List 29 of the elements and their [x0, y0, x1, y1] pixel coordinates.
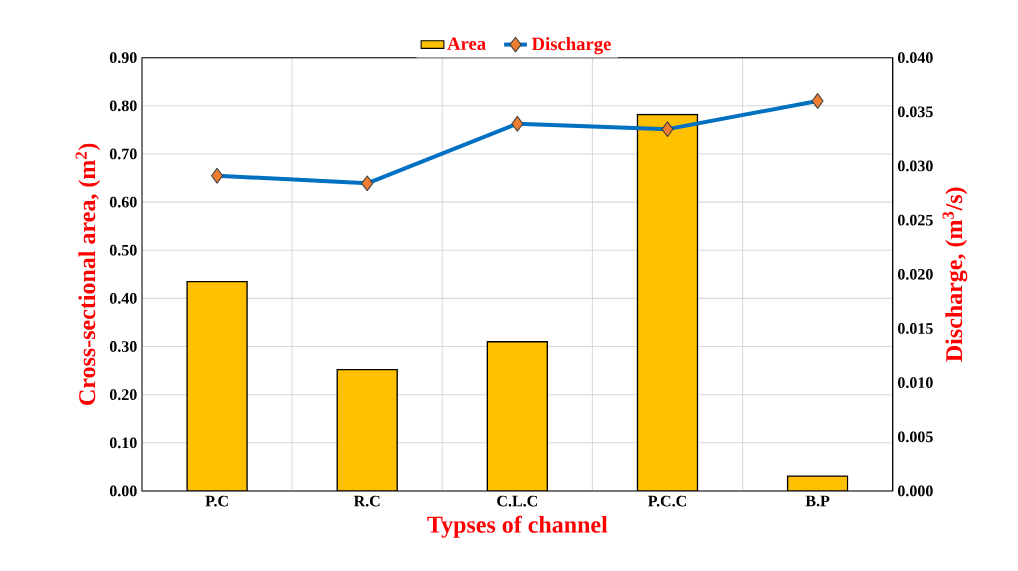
- y-axis-title: Cross-sectional area, (m$^{2}$): [75, 143, 101, 405]
- legend-label: Area: [447, 37, 486, 50]
- y2-tick-label: 0.015: [897, 323, 933, 334]
- x-tick-label: R.C: [353, 495, 380, 507]
- x-tick-label: P.C.C: [648, 495, 686, 507]
- y2-axis-title: Discharge, (m$^{3}$/s): [942, 187, 968, 362]
- y-tick-label: 0.90: [109, 52, 137, 64]
- y2-tick-label: 0.035: [897, 106, 933, 118]
- y2-tick-label: 0.040: [897, 52, 933, 64]
- y2-tick-label: 0.005: [897, 431, 933, 443]
- y-tick-label: 0.10: [109, 437, 137, 449]
- legend-label: Discharge: [531, 37, 611, 55]
- x-tick-label: P.C: [205, 495, 228, 507]
- y-tick-label: 0.20: [109, 389, 137, 401]
- y2-tick-label: 0.000: [897, 485, 933, 497]
- x-axis-title: Typses of channel: [427, 515, 608, 538]
- y-tick-label: 0.70: [109, 148, 137, 160]
- y2-tick-label: 0.020: [897, 268, 933, 280]
- y2-tick-label: 0.030: [897, 160, 933, 172]
- y-tick-label: 0.30: [109, 341, 137, 352]
- x-tick-label: B.P: [805, 495, 830, 507]
- y-tick-label: 0.60: [109, 196, 137, 208]
- y-tick-label: 0.40: [109, 292, 137, 304]
- y-tick-label: 0.80: [109, 100, 137, 112]
- y2-tick-label: 0.010: [897, 377, 933, 389]
- y-tick-label: 0.00: [109, 485, 137, 497]
- y2-tick-label: 0.025: [897, 214, 933, 226]
- y-tick-label: 0.50: [109, 244, 137, 256]
- x-tick-label: C.L.C: [497, 495, 537, 507]
